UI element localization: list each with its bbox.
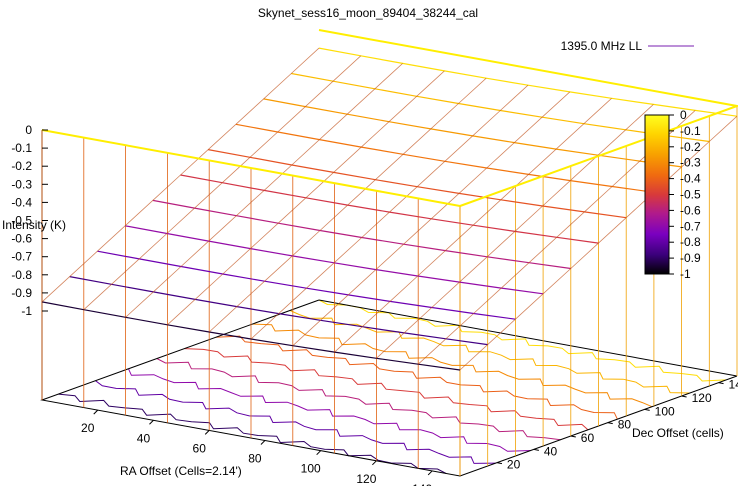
z-tick-label: -0.3 [11,177,32,191]
x-tick [260,440,266,445]
base-frame [40,299,738,477]
y-tick-label: 100 [655,404,675,418]
colorbar-tick-label: -0.4 [680,172,701,186]
contour-line [289,310,690,394]
z-tick-label: -0.7 [11,250,32,264]
x-tick [93,409,99,415]
y-tick-label: 20 [507,458,521,472]
colorbar-tick-label: 0 [680,108,687,122]
z-tick-label: -0.9 [11,286,32,300]
contour-line [156,358,561,441]
x-tick-label: 80 [248,452,262,466]
z-tick-label: -0.1 [11,141,32,155]
mesh-line [167,70,445,326]
mesh-line [250,84,529,340]
y-tick [496,462,503,465]
x-tick [427,470,433,476]
surface-rim [41,129,461,207]
colorbar [644,114,670,275]
z-tick-label: -0.2 [11,159,32,173]
contour-line [215,335,618,420]
y-tick [718,382,724,385]
contour-line [95,380,496,464]
mesh-line [376,104,654,359]
legend-entry: 1395.0 MHz LL [561,39,643,53]
z-tick-label: 0 [25,123,32,137]
x-tick [372,460,377,466]
z-tick-label: -1 [21,304,32,318]
contour-line [128,368,531,452]
mesh-line [125,63,403,318]
colorbar-tick-label: -0.8 [680,235,701,249]
colorbar-tick-label: -0.9 [680,251,701,265]
mesh-line [459,115,738,371]
x-tick-label: 60 [193,441,207,455]
z-axis-label: Intensity (K) [2,218,66,232]
colorbar-tick-label: -1 [680,267,691,281]
x-axis-label: RA Offset (Cells=2.14') [120,464,242,478]
y-axis-label: Dec Offset (cells) [632,426,724,440]
colorbar-tick-label: -0.2 [680,140,701,154]
z-tick-label: -0.6 [11,232,32,246]
tick-group: 20 40 60 80 100 120 140 20 40 60 80 100 120 140 0 -0.1 -… [11,123,738,486]
x-tick-label: 20 [81,421,95,435]
y-tick-label: 60 [581,431,595,445]
y-tick [644,408,650,411]
contour-line [252,323,653,408]
colorbar-tick-label: -0.6 [680,203,701,217]
base-back-edge [318,299,738,377]
z-tick-label: -0.5 [11,214,32,228]
mesh-line [334,98,612,353]
contour-group [58,299,727,474]
mesh-line [208,77,487,333]
y-tick-label: 120 [692,391,712,405]
y-tick [681,395,687,398]
x-tick [204,430,210,435]
colorbar-tick-label: -0.5 [680,188,701,202]
z-tick-label: -0.8 [11,268,32,282]
surface-rim [318,29,738,207]
x-tick-label: 120 [356,472,376,486]
contour-line [184,348,589,431]
x-tick-label: 140 [412,482,432,486]
colorbar-tick-label: -0.1 [680,124,701,138]
mesh-line [292,91,571,346]
z-tick-label: -0.4 [11,195,32,209]
y-tick-label: 140 [729,378,738,392]
y-tick [607,422,613,425]
x-tick-label: 100 [301,462,321,476]
chart-title: Skynet_sess16_moon_89404_38244_cal [258,6,478,20]
colorbar-tick-label: -0.3 [680,156,701,170]
y-tick [533,448,539,451]
x-tick [149,419,154,425]
colorbar-ticks: 0 -0.1 -0.2 -0.3 -0.4 -0.5-0.6 -0.7 -0.8 -0.9 -1 [669,108,701,281]
x-tick [316,450,322,456]
mesh-line [83,55,362,310]
x-tick-label: 40 [137,431,151,445]
y-tick [570,435,576,438]
y-tick-label: 40 [544,444,558,458]
surface-mesh [41,29,738,476]
colorbar-tick-label: -0.7 [680,219,701,233]
mesh-line [41,47,320,303]
y-tick-label: 80 [618,418,632,432]
